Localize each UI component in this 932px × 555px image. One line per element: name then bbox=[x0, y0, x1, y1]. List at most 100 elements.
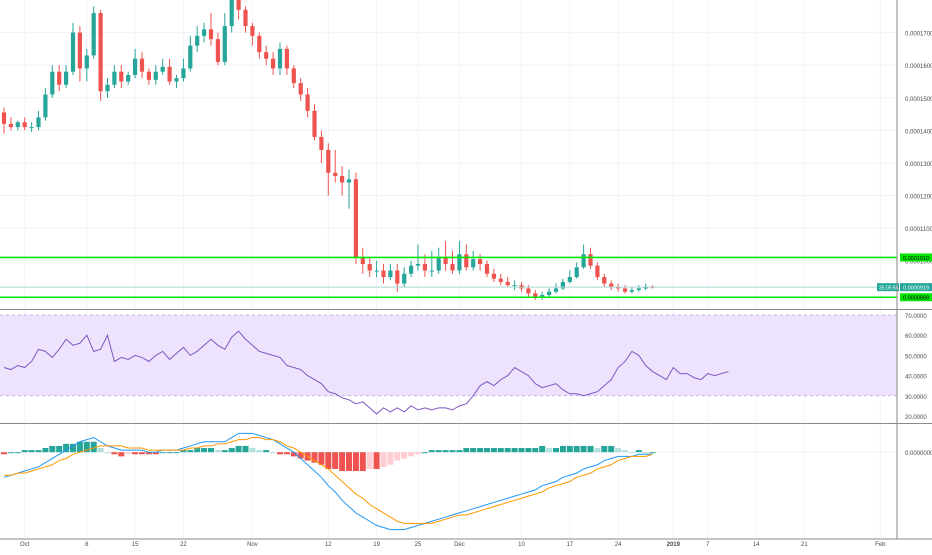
macd-histogram-bar bbox=[504, 448, 511, 453]
macd-histogram-bar bbox=[139, 452, 145, 455]
hline-price-tag bbox=[900, 253, 932, 262]
candle-up bbox=[436, 257, 441, 271]
time-axis-label: Nov bbox=[247, 542, 258, 548]
macd-histogram-bar bbox=[145, 452, 152, 455]
last-price-label: 0.0000919 bbox=[903, 286, 929, 292]
candle-down bbox=[284, 48, 289, 69]
candle-up bbox=[188, 45, 193, 69]
macd-histogram-bar bbox=[235, 445, 242, 453]
macd-histogram-bar bbox=[573, 445, 580, 453]
candle-down bbox=[381, 270, 386, 278]
macd-histogram-bar bbox=[622, 450, 628, 453]
macd-histogram-bar bbox=[490, 448, 497, 453]
candle-down bbox=[395, 270, 400, 284]
rsi-tick-label: 70.0000 bbox=[905, 314, 927, 320]
candle-up bbox=[84, 55, 89, 69]
candle-down bbox=[533, 293, 538, 297]
macd-histogram-bar bbox=[166, 452, 173, 454]
candle-down bbox=[236, 0, 241, 10]
rsi-line bbox=[3, 330, 729, 415]
time-axis-label: 7 bbox=[706, 542, 710, 548]
candle-down bbox=[305, 94, 310, 111]
candle-up bbox=[133, 58, 138, 75]
macd-histogram-bar bbox=[352, 452, 359, 472]
rsi-band bbox=[0, 315, 897, 396]
time-axis-label: 15 bbox=[132, 542, 139, 548]
candle-up bbox=[153, 71, 158, 80]
candle-up bbox=[70, 32, 76, 72]
macd-histogram-bar bbox=[415, 452, 421, 455]
macd-histogram-bar bbox=[311, 452, 318, 463]
macd-histogram-bar bbox=[532, 448, 539, 453]
candle-up bbox=[374, 270, 379, 272]
macd-histogram-bar bbox=[97, 448, 104, 453]
macd-histogram-bar bbox=[70, 443, 76, 453]
macd-histogram-bar bbox=[587, 445, 594, 453]
candle-down bbox=[257, 35, 262, 53]
macd-histogram-bar bbox=[173, 452, 180, 454]
macd-histogram-bar bbox=[435, 450, 442, 453]
macd-histogram-bar bbox=[42, 448, 49, 453]
candle-down bbox=[602, 277, 607, 284]
macd-histogram-bar bbox=[511, 448, 518, 453]
price-tick-label: 0.0001600 bbox=[905, 64, 932, 70]
candle-up bbox=[36, 117, 41, 128]
macd-histogram-bar bbox=[297, 452, 304, 459]
candle-up bbox=[409, 265, 414, 274]
macd-histogram-bar bbox=[477, 448, 484, 453]
candle-down bbox=[250, 26, 255, 36]
candle-down bbox=[588, 254, 593, 266]
macd-histogram-bar bbox=[187, 450, 194, 453]
macd-histogram-bar bbox=[56, 445, 63, 453]
price-tick-label: 0.0001100 bbox=[905, 227, 932, 233]
macd-histogram-bar bbox=[518, 448, 525, 453]
candle-down bbox=[215, 39, 220, 62]
candle-up bbox=[574, 267, 579, 278]
candle-down bbox=[443, 257, 448, 264]
macd-histogram-bar bbox=[214, 450, 221, 453]
macd-histogram-bar bbox=[76, 441, 83, 453]
candle-up bbox=[512, 285, 517, 287]
hline-price-tag bbox=[900, 293, 932, 302]
rsi-tick-label: 40.0000 bbox=[905, 375, 927, 381]
macd-histogram-bar bbox=[608, 445, 615, 453]
candle-up bbox=[105, 84, 110, 92]
macd-histogram-bar bbox=[208, 448, 214, 453]
candle-down bbox=[478, 259, 483, 264]
macd-histogram-bar bbox=[49, 445, 56, 453]
candle-up bbox=[553, 288, 559, 292]
rsi-tick-label: 20.0000 bbox=[905, 415, 927, 421]
candle-down bbox=[167, 66, 172, 82]
candle-down bbox=[8, 123, 13, 128]
candle-up bbox=[277, 48, 283, 69]
macd-histogram-bar bbox=[35, 450, 42, 453]
macd-histogram-bar bbox=[373, 452, 380, 469]
macd-histogram-bar bbox=[559, 445, 566, 453]
candle-down bbox=[340, 176, 345, 183]
rsi-tick-label: 60.0000 bbox=[905, 334, 927, 340]
macd-histogram-bar bbox=[470, 448, 477, 453]
macd-histogram-bar bbox=[580, 445, 587, 453]
time-axis-label: 2019 bbox=[667, 542, 681, 548]
candle-down bbox=[22, 122, 27, 128]
macd-histogram-bar bbox=[366, 452, 373, 469]
macd-histogram-bar bbox=[428, 450, 435, 453]
candle-up bbox=[222, 26, 227, 62]
price-tick-label: 0.0001700 bbox=[905, 32, 932, 38]
candle-down bbox=[139, 58, 145, 72]
macd-histogram-bar bbox=[566, 445, 573, 453]
countdown-tag bbox=[877, 283, 899, 292]
macd-histogram-bar bbox=[159, 452, 166, 454]
last-price-tag bbox=[900, 283, 932, 292]
candle-down bbox=[422, 264, 427, 271]
price-tick-label: 0.0001300 bbox=[905, 162, 932, 168]
macd-histogram-bar bbox=[339, 452, 346, 472]
macd-histogram-bar bbox=[594, 448, 601, 453]
candle-up bbox=[50, 71, 55, 95]
candle-down bbox=[119, 71, 124, 82]
macd-histogram-bar bbox=[546, 448, 553, 453]
candle-down bbox=[298, 83, 303, 95]
